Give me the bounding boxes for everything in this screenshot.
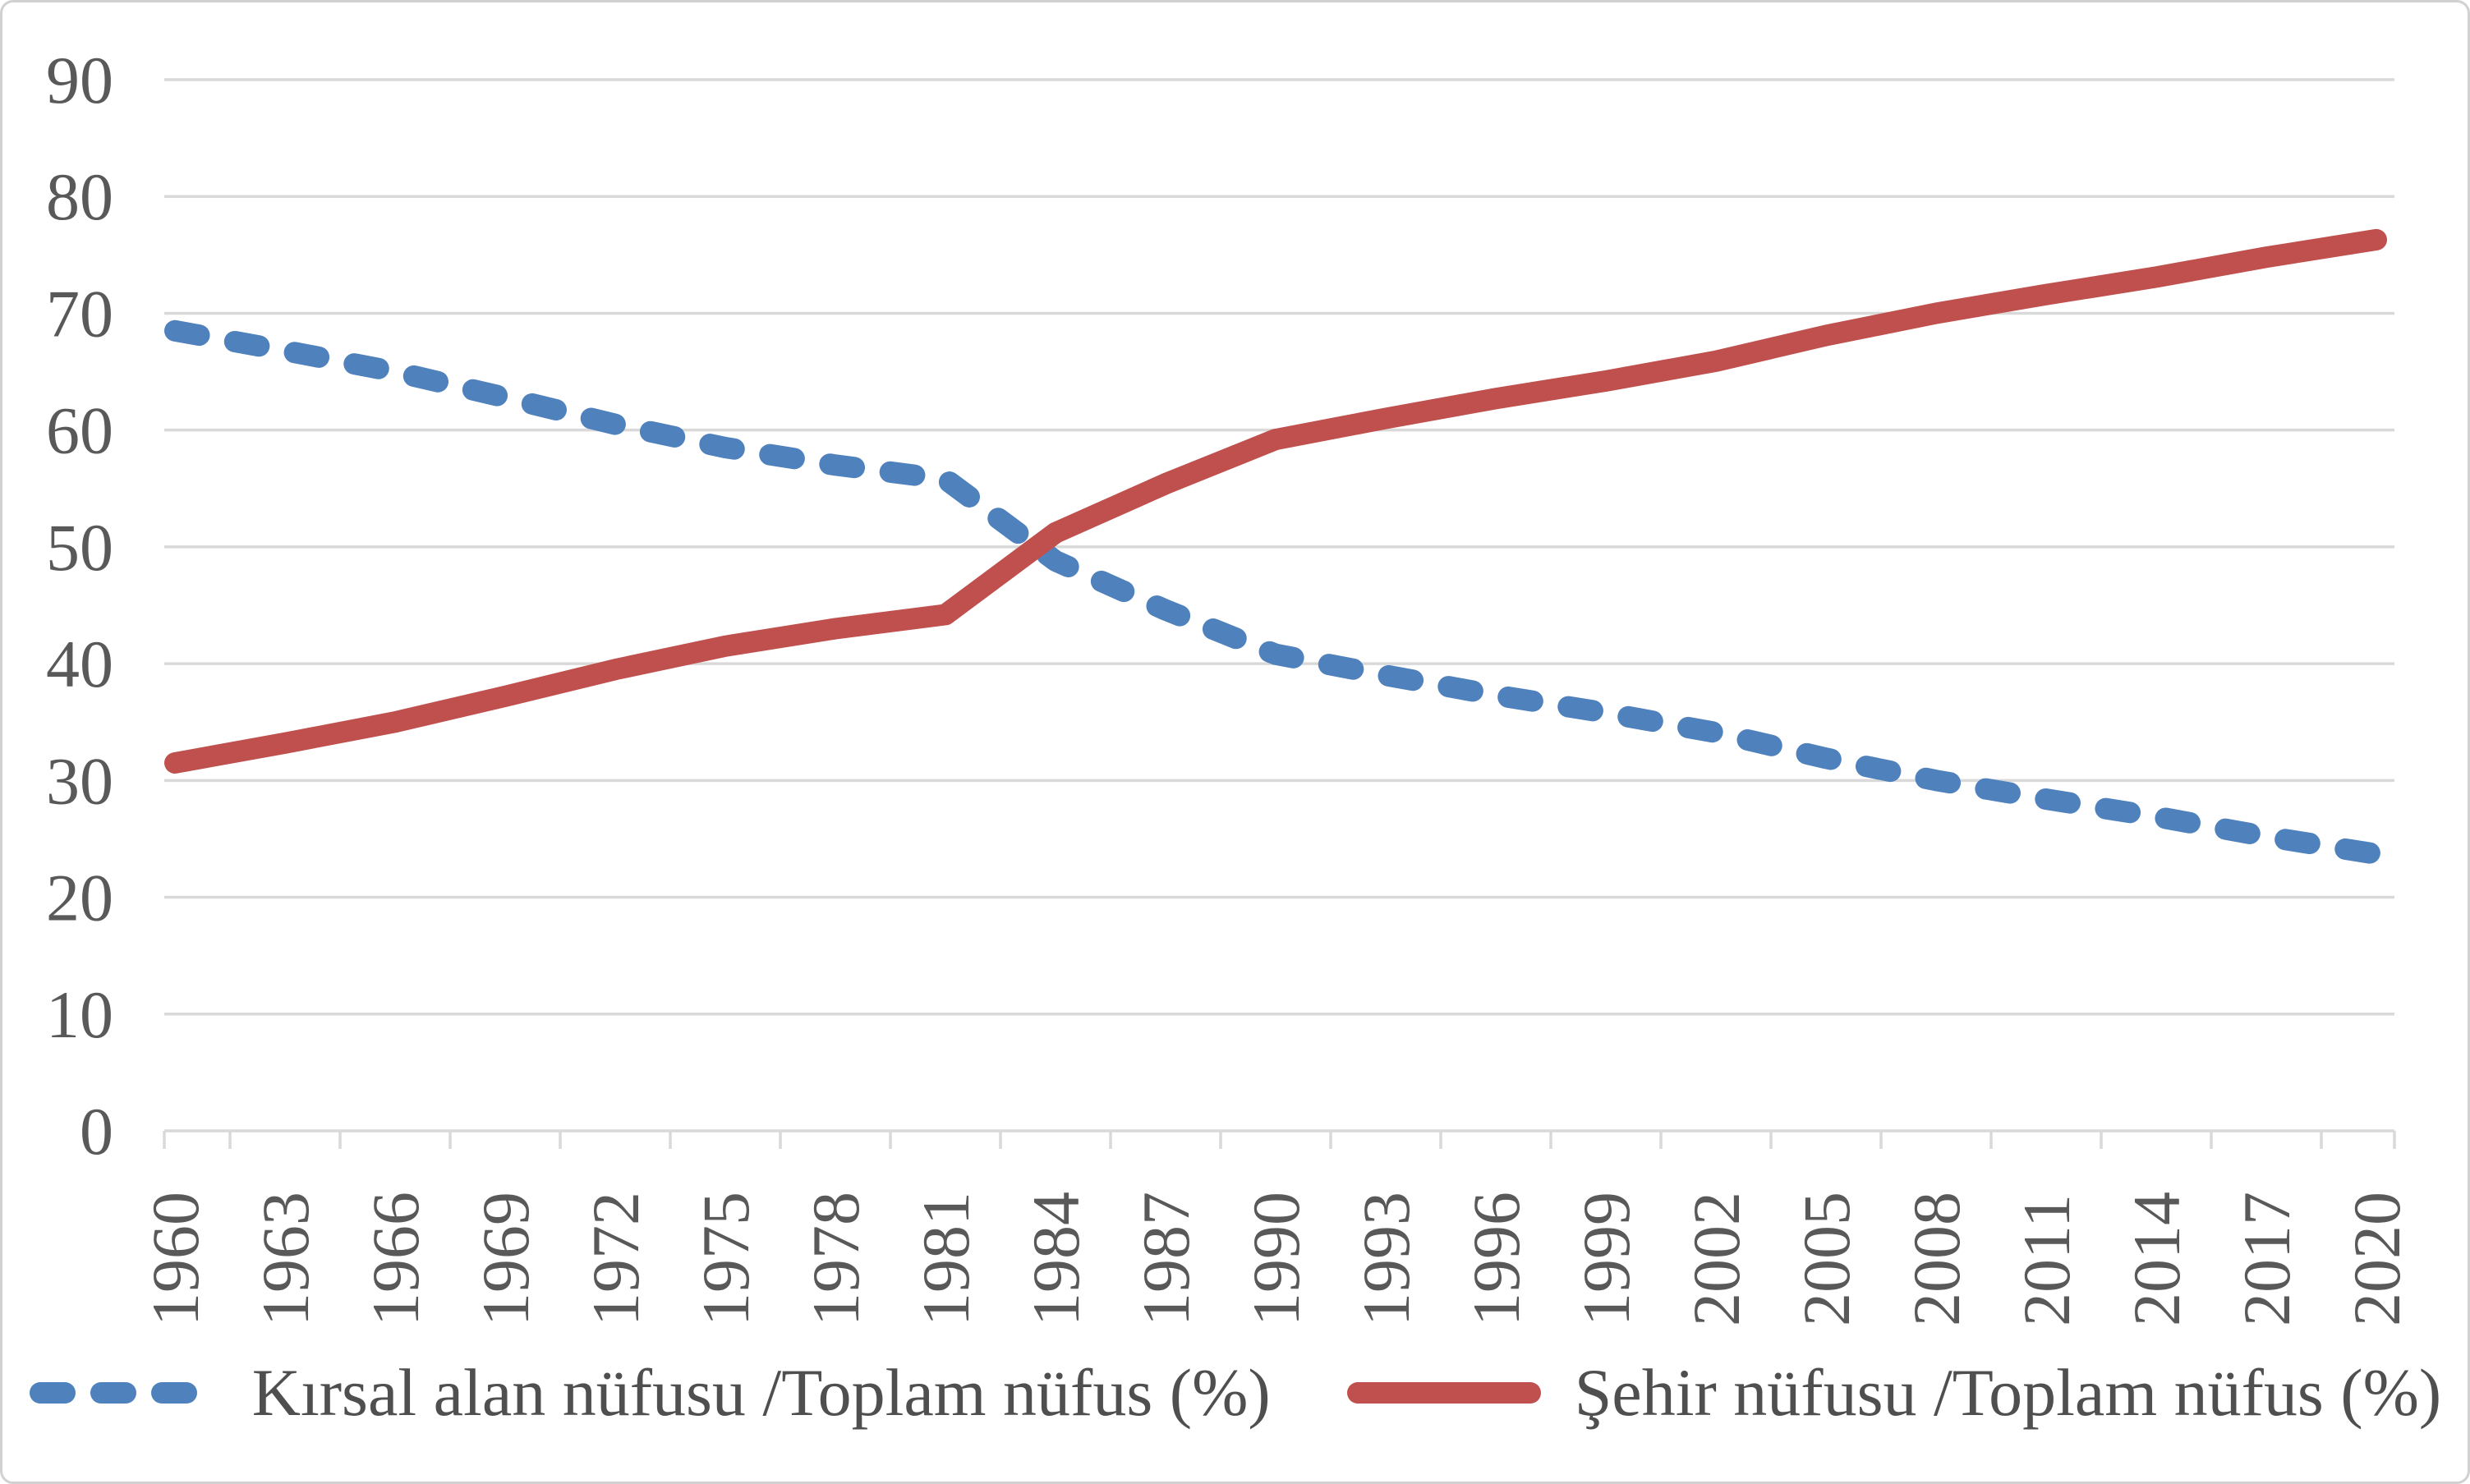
svg-text:2005: 2005 xyxy=(1789,1192,1864,1326)
svg-text:40: 40 xyxy=(46,627,113,701)
svg-text:90: 90 xyxy=(46,43,113,117)
svg-text:2014: 2014 xyxy=(2119,1192,2194,1326)
svg-text:70: 70 xyxy=(46,276,113,351)
rural-dashed-line-sample xyxy=(29,1382,218,1404)
svg-text:1990: 1990 xyxy=(1239,1192,1313,1326)
svg-text:1972: 1972 xyxy=(578,1192,653,1326)
svg-text:1966: 1966 xyxy=(358,1192,433,1326)
svg-text:10: 10 xyxy=(46,977,113,1052)
svg-text:1963: 1963 xyxy=(248,1192,323,1326)
svg-text:1975: 1975 xyxy=(688,1192,763,1326)
svg-text:2002: 2002 xyxy=(1679,1192,1754,1326)
svg-text:1978: 1978 xyxy=(798,1192,873,1326)
svg-text:1960: 1960 xyxy=(138,1192,213,1326)
legend-label-urban: Şehir nüfusu /Toplam nüfus (%) xyxy=(1574,1355,2442,1430)
legend: Kırsal alan nüfusu /Toplam nüfus (%) Şeh… xyxy=(2,1339,2468,1446)
svg-text:2017: 2017 xyxy=(2229,1192,2304,1326)
svg-text:1993: 1993 xyxy=(1349,1192,1424,1326)
legend-label-rural: Kırsal alan nüfusu /Toplam nüfus (%) xyxy=(251,1355,1271,1430)
svg-text:60: 60 xyxy=(46,393,113,468)
legend-item-urban: Şehir nüfusu /Toplam nüfus (%) xyxy=(1346,1354,2442,1431)
svg-text:2008: 2008 xyxy=(1899,1192,1974,1326)
svg-text:30: 30 xyxy=(46,743,113,818)
svg-text:1984: 1984 xyxy=(1019,1192,1093,1326)
svg-text:50: 50 xyxy=(46,510,113,585)
svg-text:2011: 2011 xyxy=(2009,1194,2084,1326)
svg-text:1987: 1987 xyxy=(1129,1192,1203,1326)
svg-text:2020: 2020 xyxy=(2339,1192,2414,1326)
svg-text:1996: 1996 xyxy=(1459,1192,1534,1326)
svg-text:0: 0 xyxy=(80,1094,113,1169)
svg-text:20: 20 xyxy=(46,861,113,935)
svg-text:1999: 1999 xyxy=(1569,1192,1644,1326)
legend-item-rural: Kırsal alan nüfusu /Toplam nüfus (%) xyxy=(29,1354,1271,1431)
svg-text:1969: 1969 xyxy=(468,1192,543,1326)
urban-solid-line-sample xyxy=(1346,1382,1541,1404)
svg-text:80: 80 xyxy=(46,159,113,234)
svg-text:1981: 1981 xyxy=(908,1192,983,1326)
